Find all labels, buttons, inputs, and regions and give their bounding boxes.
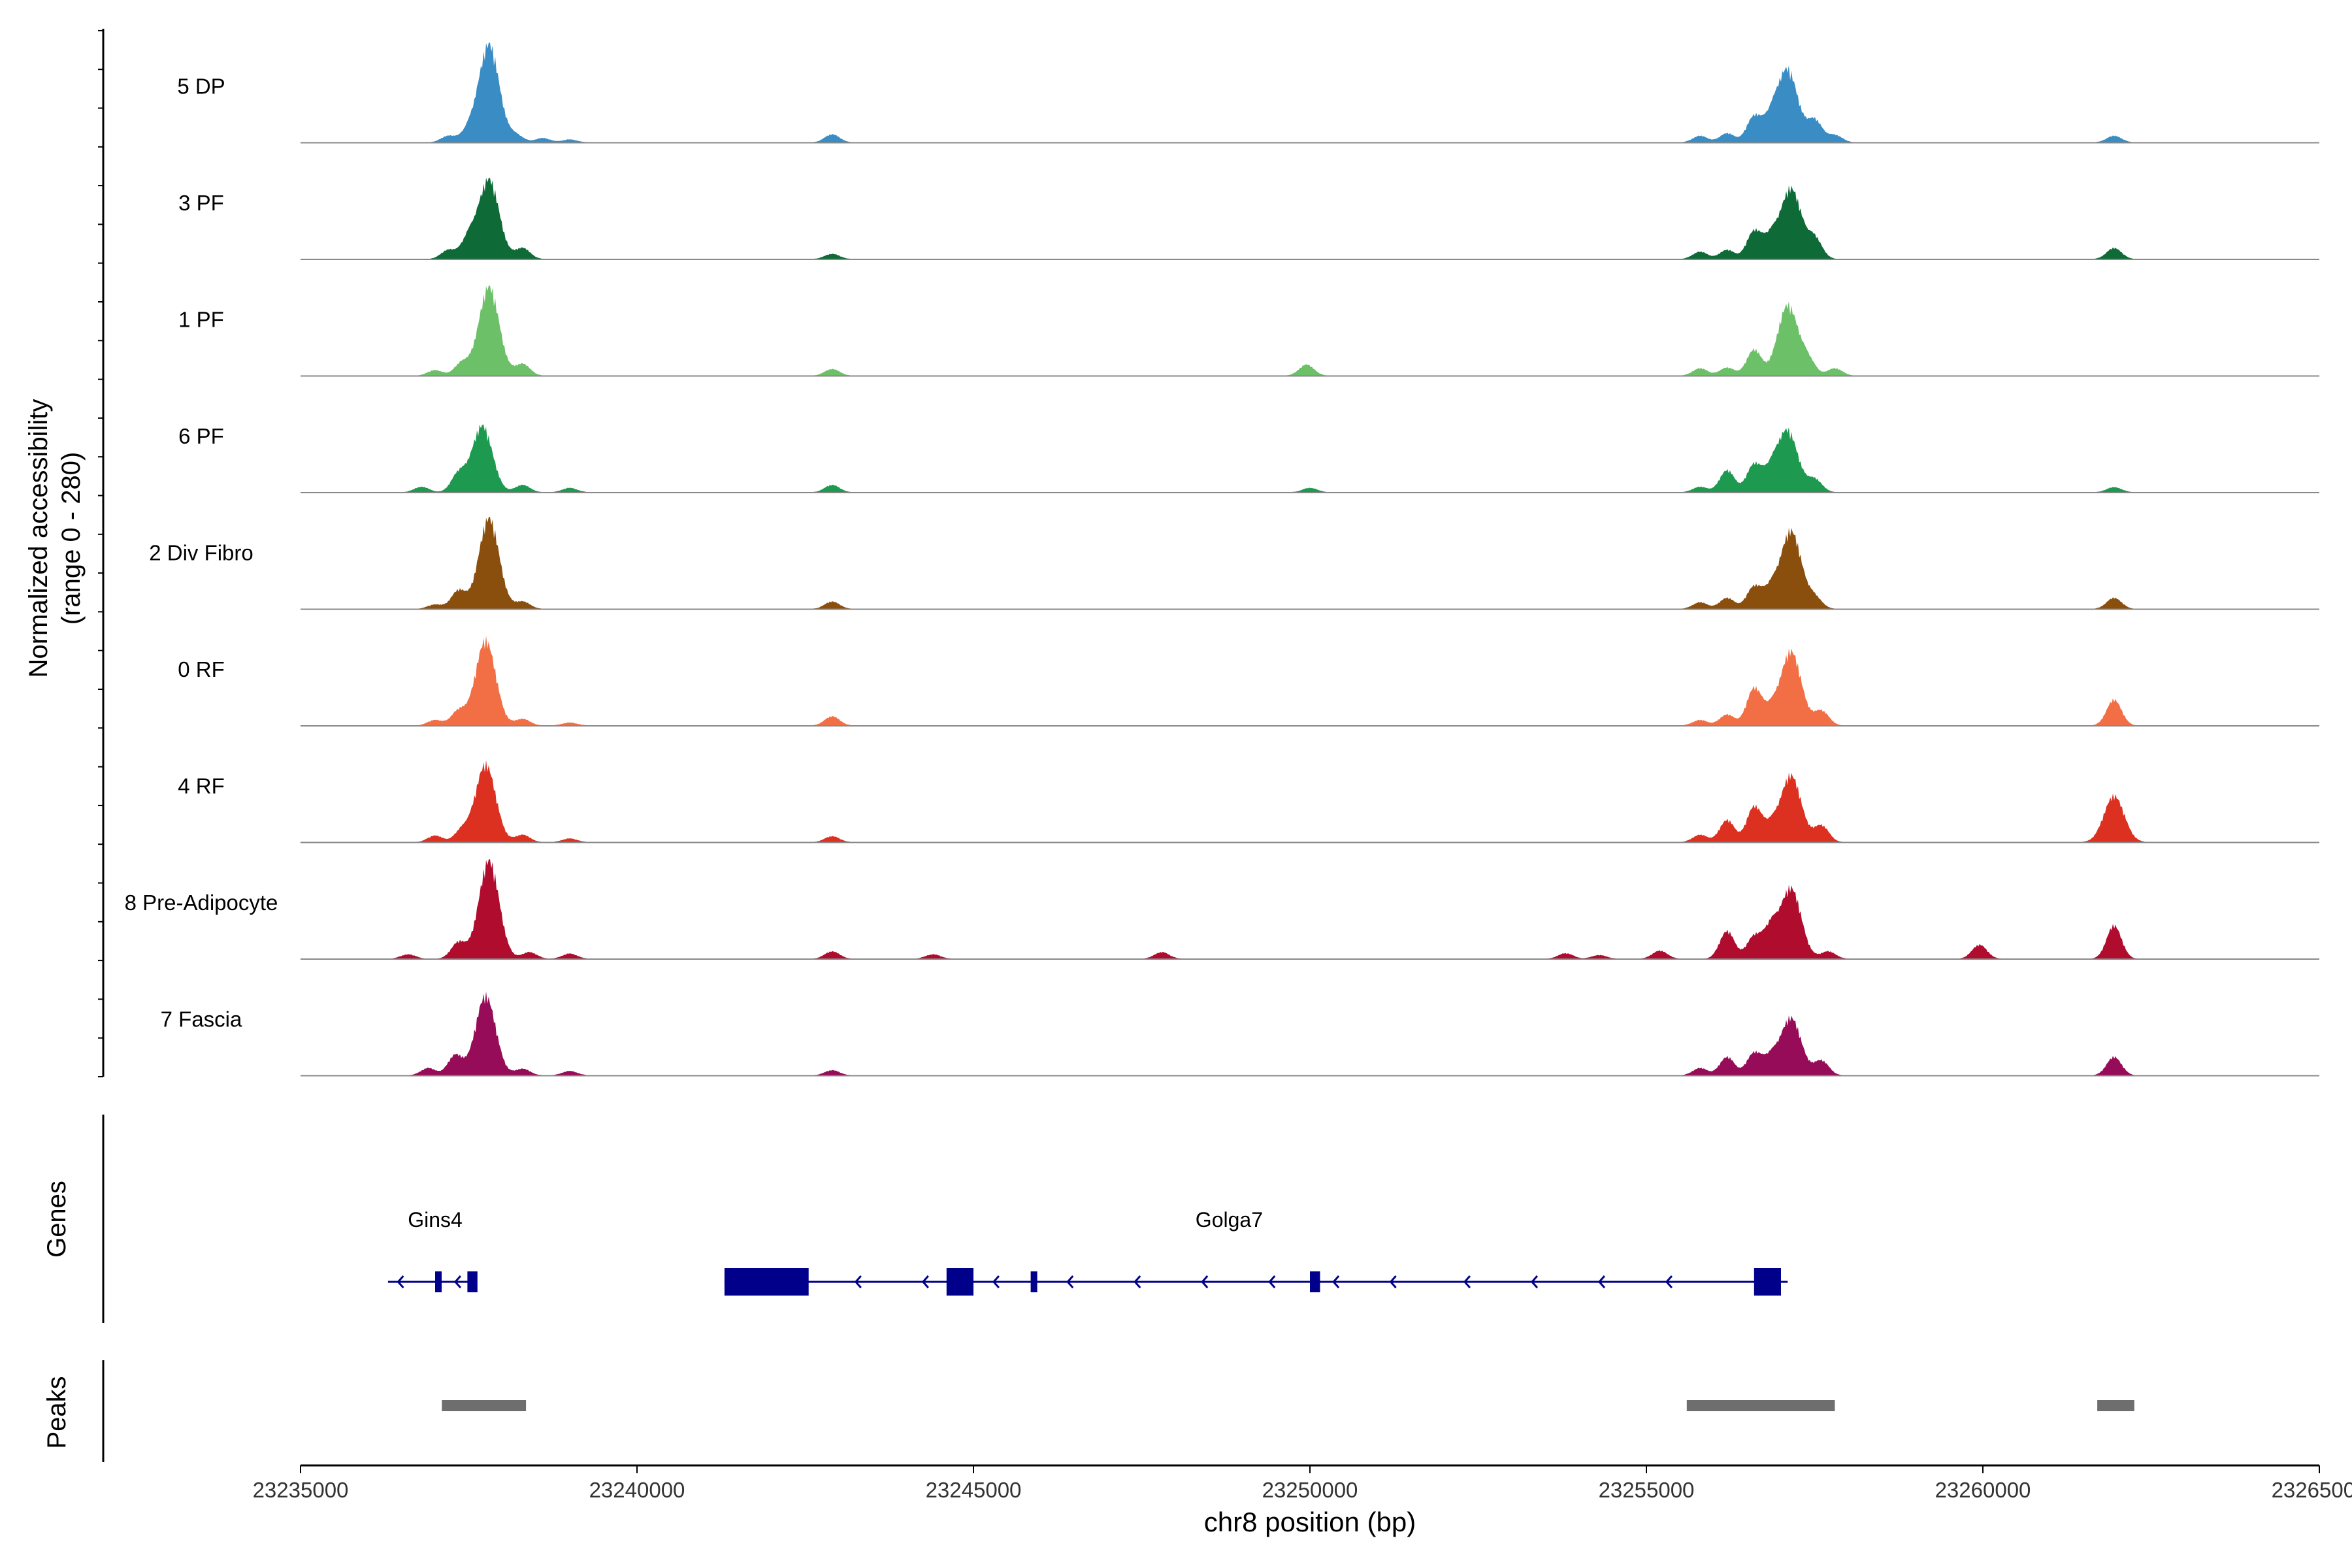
coverage-area (301, 859, 2319, 959)
strand-arrow (1268, 1275, 1276, 1288)
strand-arrow (1530, 1275, 1539, 1288)
coverage-area (301, 285, 2319, 376)
x-tick-label: 23245000 (926, 1478, 1022, 1502)
peaks-panel-label: Peaks (42, 1376, 71, 1448)
strand-arrow (1066, 1275, 1074, 1288)
gene-label: Gins4 (408, 1208, 463, 1232)
x-tick-label: 23265000 (2272, 1478, 2352, 1502)
gene-exon (1310, 1271, 1320, 1292)
strand-arrow (1463, 1275, 1471, 1288)
track-label: 1 PF (178, 307, 224, 331)
gene-exon (1754, 1268, 1781, 1296)
x-tick-label: 23260000 (1935, 1478, 2031, 1502)
track-label: 5 DP (177, 74, 225, 98)
coverage-area (301, 42, 2319, 143)
track-label: 7 Fascia (161, 1007, 242, 1031)
strand-arrow (1201, 1275, 1209, 1288)
genes-panel: Gins4 Golga7 (102, 1115, 1788, 1323)
track-label: 2 Div Fibro (149, 540, 253, 564)
track-5: 0 RF (178, 635, 2319, 727)
track-6: 4 RF (178, 760, 2319, 843)
coverage-area (301, 424, 2319, 493)
track-label: 8 Pre-Adipocyte (125, 890, 278, 915)
peak-region (442, 1400, 527, 1411)
x-tick-label: 23240000 (589, 1478, 685, 1502)
y-axis (98, 29, 105, 1077)
y-axis-title-line1: Normalized accessibility (24, 399, 53, 678)
track-label: 3 PF (178, 191, 224, 215)
coverage-area (301, 760, 2319, 843)
gene-exon (946, 1268, 973, 1296)
gene-exon (435, 1271, 442, 1292)
track-label: 0 RF (178, 657, 225, 681)
gene-exon (1030, 1271, 1037, 1292)
strand-arrow (921, 1275, 929, 1288)
track-1: 3 PF (178, 178, 2319, 260)
track-8: 7 Fascia (161, 991, 2319, 1077)
strand-arrow (1665, 1275, 1673, 1288)
coverage-area (301, 991, 2319, 1076)
y-axis-title-line2: (range 0 - 280) (57, 452, 86, 625)
track-0: 5 DP (177, 42, 2319, 144)
strand-arrow (1134, 1275, 1141, 1288)
gene-exon (467, 1271, 478, 1292)
track-7: 8 Pre-Adipocyte (125, 859, 2319, 960)
x-tick-label: 23250000 (1262, 1478, 1358, 1502)
strand-arrow (397, 1275, 404, 1288)
strand-arrow (1389, 1275, 1397, 1288)
strand-arrow (453, 1275, 462, 1288)
gene-label: Golga7 (1196, 1208, 1263, 1232)
x-axis-title: chr8 position (bp) (1204, 1507, 1416, 1537)
x-axis: 23235000 23240000 23245000 23250000 23255000… (253, 1464, 2352, 1502)
peak-region (1686, 1400, 1835, 1411)
tracks-layer: 5 DP 3 PF 1 PF 6 PF 2 Div Fibro 0 RF 4 RF 8 Pre… (125, 42, 2319, 1077)
peaks-panel (102, 1360, 2134, 1462)
strand-arrow (1332, 1275, 1340, 1288)
coverage-area (301, 635, 2319, 726)
x-tick-label: 23255000 (1599, 1478, 1695, 1502)
coverage-area (301, 178, 2319, 259)
genes-panel-label: Genes (42, 1181, 71, 1258)
coverage-area (301, 517, 2319, 610)
strand-arrow (1597, 1275, 1606, 1288)
track-label: 6 PF (178, 424, 224, 448)
gene-gins4: Gins4 (387, 1208, 478, 1292)
track-4: 2 Div Fibro (149, 517, 2319, 610)
x-tick-label: 23235000 (253, 1478, 349, 1502)
track-3: 6 PF (178, 424, 2319, 493)
peak-region (2097, 1400, 2134, 1411)
gene-exon (724, 1268, 809, 1296)
strand-arrow (854, 1275, 862, 1288)
gene-golga7: Golga7 (724, 1208, 1788, 1296)
track-2: 1 PF (178, 285, 2319, 377)
strand-arrow (992, 1275, 1000, 1288)
track-label: 4 RF (178, 774, 225, 798)
